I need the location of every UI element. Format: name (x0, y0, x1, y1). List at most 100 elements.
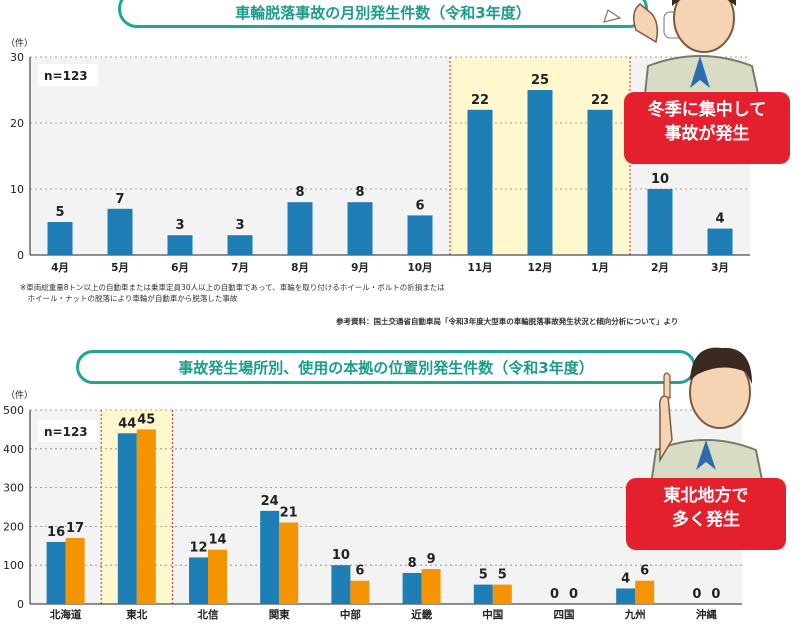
chart2-data-label: 5 (479, 568, 488, 583)
chart1-bar (587, 109, 613, 255)
chart2-bar (136, 429, 156, 604)
chart1-n-box-bg (38, 64, 98, 86)
chart2-bar (208, 549, 227, 604)
chart1-x-tick-label: 8月 (291, 262, 309, 274)
chart1-callout-line-1: 冬季に集中して (647, 100, 767, 120)
chart2-bar (46, 541, 66, 604)
chart2-data-label: 16 (47, 525, 65, 540)
chart1-bar (47, 222, 73, 255)
chart2-bar (473, 584, 493, 604)
chart2-data-label: 21 (280, 506, 298, 521)
chart1-title: 車輪脱落事故の月別発生件数（令和3年度） (235, 3, 531, 22)
chart2-y-tick-label: 0 (17, 598, 24, 611)
chart2-data-label: 8 (408, 556, 417, 571)
chart1-n-box: n=123 (38, 64, 98, 86)
chart2-data-label: 17 (66, 521, 84, 536)
chart1-data-label: 22 (591, 93, 609, 108)
chart1-x-tick-label: 1月 (591, 262, 609, 274)
chart1-y-tick-label: 20 (10, 117, 24, 130)
chart1-x-tick-label: 11月 (467, 262, 492, 274)
chart1-x-tick-label: 6月 (171, 262, 189, 274)
chart2-bar (331, 565, 351, 604)
chart2-data-label: 45 (137, 412, 155, 427)
chart1-data-label: 3 (175, 218, 184, 233)
chart2-title: 事故発生場所別、使用の本拠の位置別発生件数（令和3年度） (178, 358, 594, 377)
chart2-bar (279, 522, 299, 604)
chart2-data-label: 6 (640, 564, 649, 579)
chart1-bar (527, 90, 553, 255)
chart2-data-label: 0 (711, 587, 720, 602)
chart2-data-label: 0 (569, 587, 578, 602)
chart2-callout-line-2: 多く発生 (672, 510, 740, 530)
chart1-x-tick-label: 10月 (407, 262, 432, 274)
monthly-bar-chart: 0 10 20 30 （件） n=123 5 4月 7 5月 3 6月 3 7月 8 8月 8 9月 6 10月 22 1… (6, 37, 750, 274)
chart1-callout: 冬季に集中して 事故が発生 (624, 92, 790, 164)
chart2-data-label: 24 (261, 494, 279, 509)
chart1-data-label: 7 (115, 192, 124, 207)
chart2-bar (492, 584, 512, 604)
chart1-bar (407, 215, 433, 255)
chart1-bar (107, 208, 133, 255)
chart2-x-tick-label: 沖縄 (696, 608, 717, 621)
chart2-bar (260, 510, 280, 604)
chart2-n-box-bg (38, 420, 98, 442)
chart2-data-label: 12 (189, 540, 207, 555)
chart1-x-tick-label: 12月 (527, 262, 552, 274)
chart2-bar (635, 580, 655, 604)
chart1-x-tick-label: 4月 (51, 262, 69, 274)
chart2-x-tick-label: 四国 (554, 609, 575, 621)
chart1-title-pill: 車輪脱落事故の月別発生件数（令和3年度） (118, 0, 648, 28)
chart2-bar (117, 433, 137, 604)
chart1-y-tick-label: 0 (17, 249, 24, 262)
chart1-data-label: 5 (55, 205, 64, 220)
chart1-y-unit: （件） (6, 37, 33, 49)
chart2-y-tick-label: 300 (3, 482, 24, 495)
chart2-data-label: 0 (692, 587, 701, 602)
chart1-data-label: 10 (651, 172, 669, 187)
chart1-source: 参考資料：国土交通省自動車局「令和3年度大型車の車輪脱落事故発生状況と傾向分析に… (336, 317, 679, 326)
chart2-x-tick-label: 近畿 (411, 608, 432, 621)
chart1-bar (467, 109, 493, 255)
chart1-x-tick-label: 5月 (111, 262, 129, 274)
chart2-bar (616, 588, 636, 604)
chart1-data-label: 6 (415, 198, 424, 213)
chart1-data-label: 4 (715, 212, 724, 227)
chart2-bar (402, 572, 422, 604)
chart1-x-tick-label: 2月 (651, 262, 669, 274)
chart1-data-label: 3 (235, 218, 244, 233)
chart2-title-pill: 事故発生場所別、使用の本拠の位置別発生件数（令和3年度） (76, 350, 696, 384)
chart1-bar (647, 189, 673, 255)
chart2-n-label: n=123 (44, 425, 88, 439)
chart1-callout-line-2: 事故が発生 (664, 124, 750, 144)
chart2-y-tick-label: 100 (3, 559, 24, 572)
chart2-data-label: 14 (208, 533, 226, 548)
chart2-n-box: n=123 (38, 420, 98, 442)
chart2-x-tick-label: 中国 (482, 608, 503, 621)
chart1-n-label: n=123 (44, 69, 88, 83)
chart1-note-2: ホイール・ナットの脱落により車輪が自動車から脱落した事故 (20, 294, 238, 303)
chart2-x-tick-label: 北信 (198, 608, 219, 621)
chart2-data-label: 4 (621, 571, 630, 586)
chart2-bar (189, 557, 208, 604)
chart2-x-tick-label: 関東 (269, 608, 290, 621)
chart2-bar (421, 569, 441, 604)
chart2-y-tick-label: 400 (3, 443, 24, 456)
chart1-bar (167, 235, 193, 255)
chart2-data-label: 44 (118, 416, 136, 431)
chart1-data-label: 8 (295, 185, 304, 200)
chart2-x-tick-label: 北海道 (50, 608, 82, 621)
chart2-data-label: 10 (332, 548, 350, 563)
chart1-data-label: 25 (531, 73, 549, 88)
chart1-x-tick-label: 9月 (351, 262, 369, 274)
chart2-data-label: 5 (498, 568, 507, 583)
chart1-bar (287, 202, 313, 255)
chart2-callout-line-1: 東北地方で (663, 486, 749, 506)
chart1-x-tick-label: 3月 (711, 262, 729, 274)
chart2-data-label: 9 (427, 552, 436, 567)
chart1-bar (347, 202, 373, 255)
chart1-x-tick-label: 7月 (231, 262, 249, 274)
chart1-bar (227, 235, 253, 255)
chart2-x-tick-label: 東北 (126, 608, 147, 621)
